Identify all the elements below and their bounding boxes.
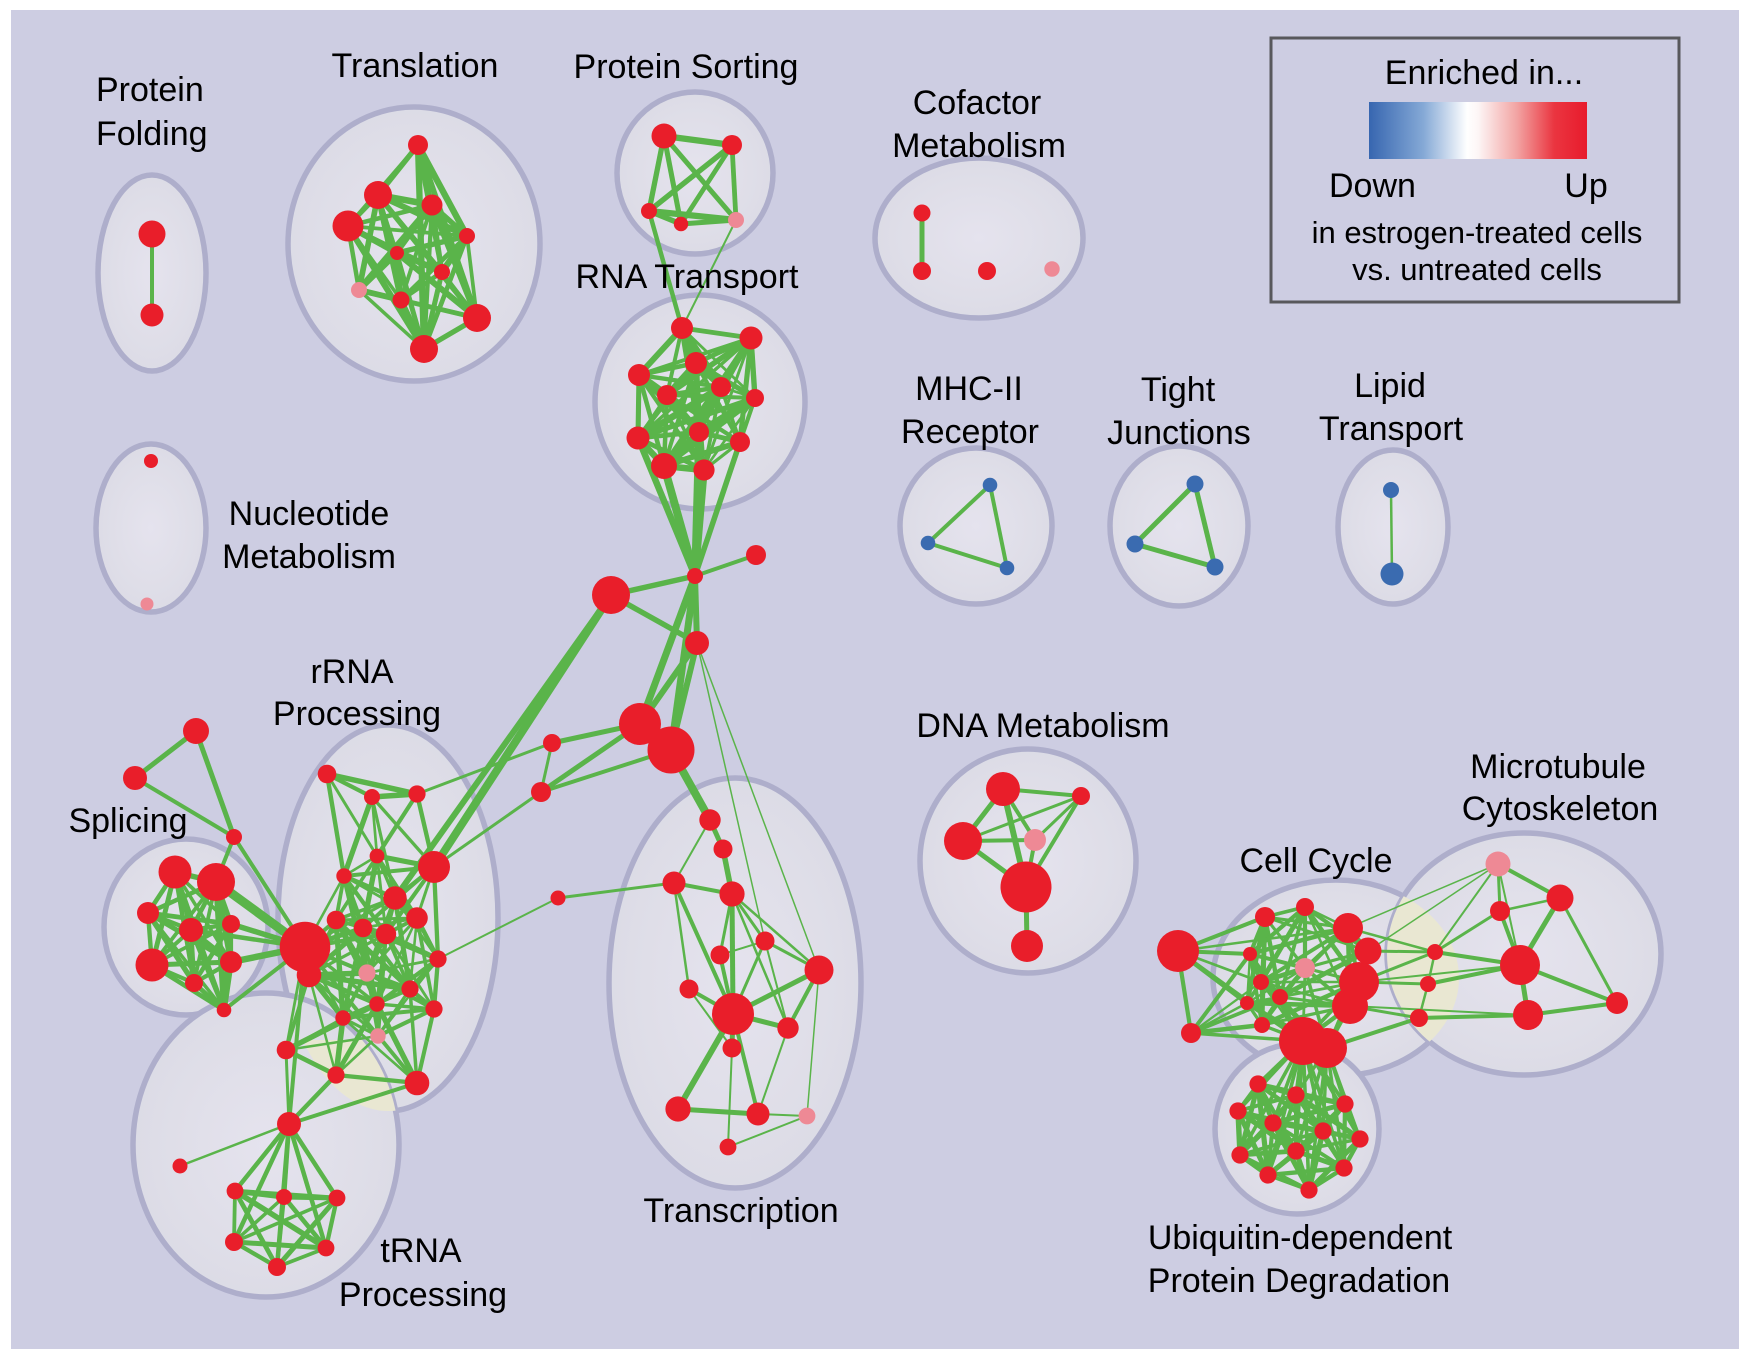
svg-text:Receptor: Receptor xyxy=(901,413,1039,451)
svg-text:Cell Cycle: Cell Cycle xyxy=(1239,842,1392,880)
svg-text:Processing: Processing xyxy=(339,1276,507,1314)
svg-text:Protein Degradation: Protein Degradation xyxy=(1148,1262,1450,1300)
svg-text:Microtubule: Microtubule xyxy=(1470,748,1646,786)
svg-text:Enriched in...: Enriched in... xyxy=(1385,54,1583,92)
svg-text:Folding: Folding xyxy=(96,115,208,153)
svg-text:Processing: Processing xyxy=(273,695,441,733)
svg-text:tRNA: tRNA xyxy=(380,1232,462,1270)
svg-text:Metabolism: Metabolism xyxy=(892,127,1066,165)
svg-text:Lipid: Lipid xyxy=(1354,367,1426,405)
svg-text:in estrogen-treated cells: in estrogen-treated cells xyxy=(1312,215,1643,250)
svg-text:Tight: Tight xyxy=(1141,371,1216,409)
svg-text:Down: Down xyxy=(1329,167,1416,205)
svg-text:rRNA: rRNA xyxy=(310,653,393,691)
svg-text:Transport: Transport xyxy=(1319,410,1464,448)
svg-text:Ubiquitin-dependent: Ubiquitin-dependent xyxy=(1148,1219,1453,1257)
svg-text:Translation: Translation xyxy=(332,47,499,85)
svg-text:Protein: Protein xyxy=(96,71,204,109)
svg-text:RNA Transport: RNA Transport xyxy=(576,258,800,296)
svg-text:MHC-II: MHC-II xyxy=(915,370,1023,408)
svg-text:Metabolism: Metabolism xyxy=(222,538,396,576)
svg-text:Cytoskeleton: Cytoskeleton xyxy=(1462,790,1659,828)
svg-text:Transcription: Transcription xyxy=(643,1192,838,1230)
svg-text:Splicing: Splicing xyxy=(68,802,187,840)
svg-text:DNA Metabolism: DNA Metabolism xyxy=(916,707,1169,745)
svg-text:Junctions: Junctions xyxy=(1107,414,1251,452)
svg-text:Nucleotide: Nucleotide xyxy=(229,495,390,533)
svg-text:vs. untreated cells: vs. untreated cells xyxy=(1352,252,1602,287)
svg-text:Protein Sorting: Protein Sorting xyxy=(574,48,799,86)
svg-text:Up: Up xyxy=(1564,167,1607,205)
svg-text:Cofactor: Cofactor xyxy=(913,84,1042,122)
